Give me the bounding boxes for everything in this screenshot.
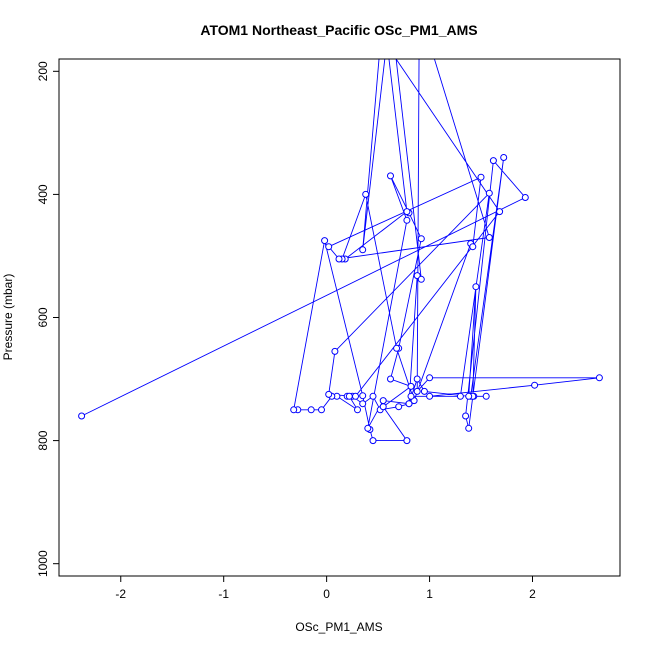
- data-point: [362, 190, 370, 198]
- data-point: [321, 237, 329, 245]
- data-point: [325, 390, 333, 398]
- data-point: [403, 216, 411, 224]
- data-point: [364, 424, 372, 432]
- data-point: [395, 403, 403, 411]
- data-point: [335, 255, 343, 263]
- data-point: [290, 406, 298, 414]
- data-point: [485, 234, 493, 241]
- chart-title: ATOM1 Northeast_Pacific OSc_PM1_AMS: [200, 22, 477, 38]
- data-point: [413, 375, 421, 383]
- data-point: [387, 375, 394, 383]
- data-point: [489, 157, 497, 165]
- data-point: [496, 208, 504, 216]
- data-point: [359, 392, 367, 400]
- data-point: [359, 246, 367, 254]
- data-point: [413, 387, 421, 395]
- y-axis-label: Pressure (mbar): [1, 274, 15, 361]
- data-point: [387, 172, 394, 180]
- x-tick-label: 0: [323, 587, 330, 601]
- data-point: [595, 374, 603, 382]
- data-point: [352, 392, 359, 400]
- data-point: [500, 154, 508, 161]
- data-point: [465, 424, 473, 432]
- y-tick-label: 1000: [36, 550, 50, 577]
- series-line: [81, 59, 600, 442]
- data-point: [426, 374, 434, 382]
- data-point: [482, 392, 490, 400]
- data-point: [369, 437, 377, 445]
- data-point: [405, 400, 413, 408]
- data-point: [307, 406, 315, 414]
- data-point: [407, 382, 415, 390]
- plot-frame: [58, 58, 621, 577]
- data-point: [393, 344, 401, 352]
- data-point: [465, 392, 473, 400]
- data-point: [403, 437, 411, 445]
- data-point: [420, 387, 428, 395]
- data-point: [379, 397, 387, 405]
- data-point: [469, 243, 477, 251]
- data-point: [369, 392, 377, 400]
- data-point: [345, 392, 353, 400]
- x-axis-label: OSc_PM1_AMS: [295, 620, 382, 634]
- data-point: [417, 275, 425, 283]
- y-axis: 200 400 600 800 1000: [36, 61, 59, 577]
- y-tick-label: 800: [36, 430, 50, 450]
- data-point: [521, 194, 529, 201]
- data-point: [456, 392, 464, 400]
- data-point: [325, 243, 333, 251]
- data-point: [354, 406, 361, 414]
- y-tick-label: 400: [36, 184, 50, 204]
- data-point: [403, 208, 411, 216]
- data-point: [462, 412, 470, 420]
- data-point: [318, 406, 325, 414]
- x-tick-label: -2: [115, 587, 126, 601]
- data-point: [426, 392, 434, 400]
- y-tick-label: 200: [36, 61, 50, 81]
- x-axis: -2 -1 0 1 2: [115, 576, 536, 601]
- data-point: [485, 189, 493, 197]
- data-point: [359, 400, 367, 408]
- x-tick-label: 1: [426, 587, 433, 601]
- data-point: [531, 381, 539, 389]
- data-point: [78, 412, 86, 420]
- data-point: [477, 173, 485, 181]
- data-point: [472, 283, 480, 291]
- data-point: [379, 403, 387, 411]
- series-layer: [78, 59, 603, 445]
- data-point: [417, 235, 425, 243]
- data-point: [407, 392, 415, 400]
- data-point: [331, 347, 339, 355]
- y-tick-label: 600: [36, 307, 50, 327]
- x-tick-label: -1: [218, 587, 229, 601]
- x-tick-label: 2: [529, 587, 536, 601]
